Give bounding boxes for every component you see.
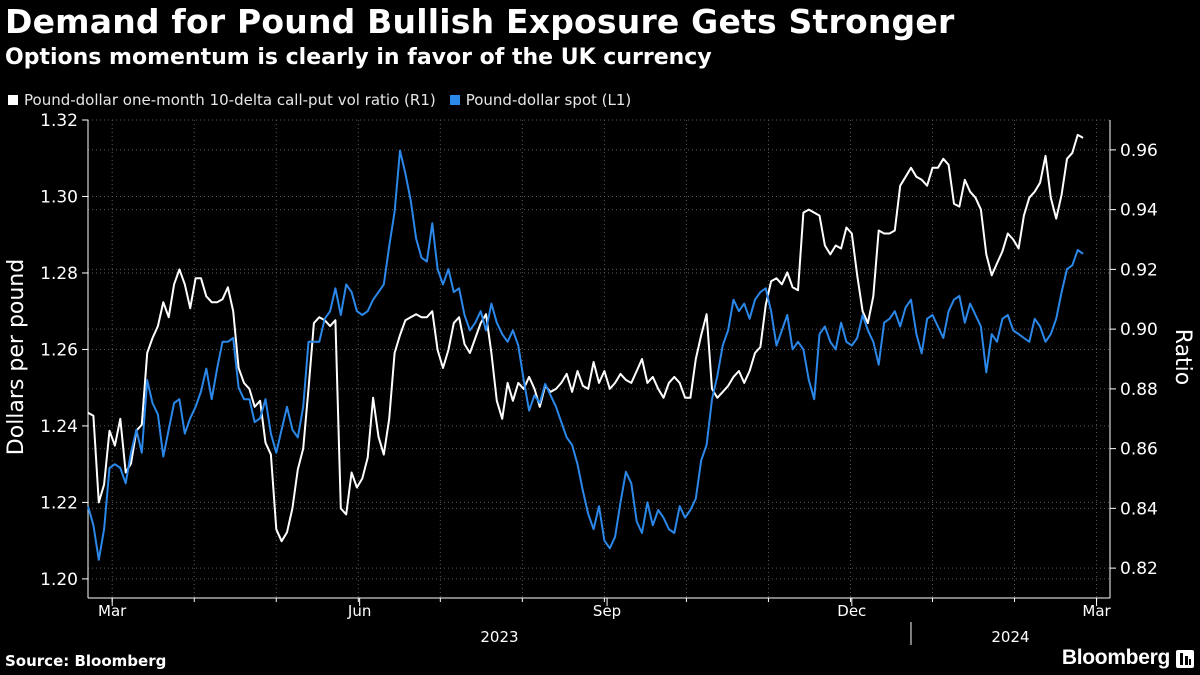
y-left-tick-label: 1.20 bbox=[40, 570, 78, 590]
y-right-tick-label: 0.96 bbox=[1120, 141, 1158, 161]
x-month-label: Mar bbox=[1082, 602, 1111, 620]
y-left-tick-label: 1.22 bbox=[40, 493, 78, 513]
x-month-label: Sep bbox=[593, 602, 621, 620]
y-axis-left-title: Dollars per pound bbox=[4, 259, 29, 455]
legend-swatch-vol-ratio bbox=[8, 95, 18, 105]
bloomberg-logo-icon bbox=[1176, 650, 1194, 668]
legend-item-spot: Pound-dollar spot (L1) bbox=[449, 91, 632, 109]
legend-label-vol-ratio: Pound-dollar one-month 10-delta call-put… bbox=[24, 91, 436, 109]
y-right-tick-label: 0.88 bbox=[1120, 380, 1158, 400]
y-axis-right-title: Ratio bbox=[1170, 329, 1195, 385]
legend-label-spot: Pound-dollar spot (L1) bbox=[465, 91, 632, 109]
x-month-label: Mar bbox=[98, 602, 127, 620]
gridlines bbox=[88, 119, 1110, 598]
y-left-tick-label: 1.32 bbox=[40, 111, 78, 131]
y-right-tick-label: 0.94 bbox=[1120, 201, 1158, 221]
y-left-tick-label: 1.24 bbox=[40, 417, 78, 437]
bloomberg-logo: Bloomberg bbox=[1061, 646, 1170, 669]
x-year-label: 2024 bbox=[991, 628, 1029, 646]
chart-subtitle: Options momentum is clearly in favor of … bbox=[5, 45, 712, 70]
series-lines bbox=[87, 133, 1084, 561]
y-right-tick-label: 0.92 bbox=[1120, 260, 1158, 280]
series-line-vol-ratio bbox=[87, 133, 1084, 543]
y-left-tick-label: 1.26 bbox=[40, 340, 78, 360]
x-year-label: 2023 bbox=[480, 628, 518, 646]
chart-title: Demand for Pound Bullish Exposure Gets S… bbox=[5, 2, 955, 41]
axes: 1.20 1.22 1.24 1.26 1.28 1.30 1.32 0.82 0.84 0.86… bbox=[40, 111, 1158, 646]
y-right-tick-label: 0.90 bbox=[1120, 320, 1158, 340]
y-right-tick-label: 0.84 bbox=[1120, 499, 1158, 519]
series-line-spot bbox=[87, 149, 1084, 561]
source-note: Source: Bloomberg bbox=[5, 652, 167, 670]
y-right-tick-label: 0.82 bbox=[1120, 559, 1158, 579]
y-left-tick-label: 1.28 bbox=[40, 264, 78, 284]
x-month-label: Jun bbox=[347, 602, 371, 620]
legend: Pound-dollar one-month 10-delta call-put… bbox=[8, 91, 645, 109]
legend-item-vol-ratio: Pound-dollar one-month 10-delta call-put… bbox=[8, 91, 436, 109]
y-left-tick-label: 1.30 bbox=[40, 187, 78, 207]
y-right-tick-label: 0.86 bbox=[1120, 440, 1158, 460]
x-month-label: Dec bbox=[837, 602, 866, 620]
legend-swatch-spot bbox=[449, 95, 460, 105]
